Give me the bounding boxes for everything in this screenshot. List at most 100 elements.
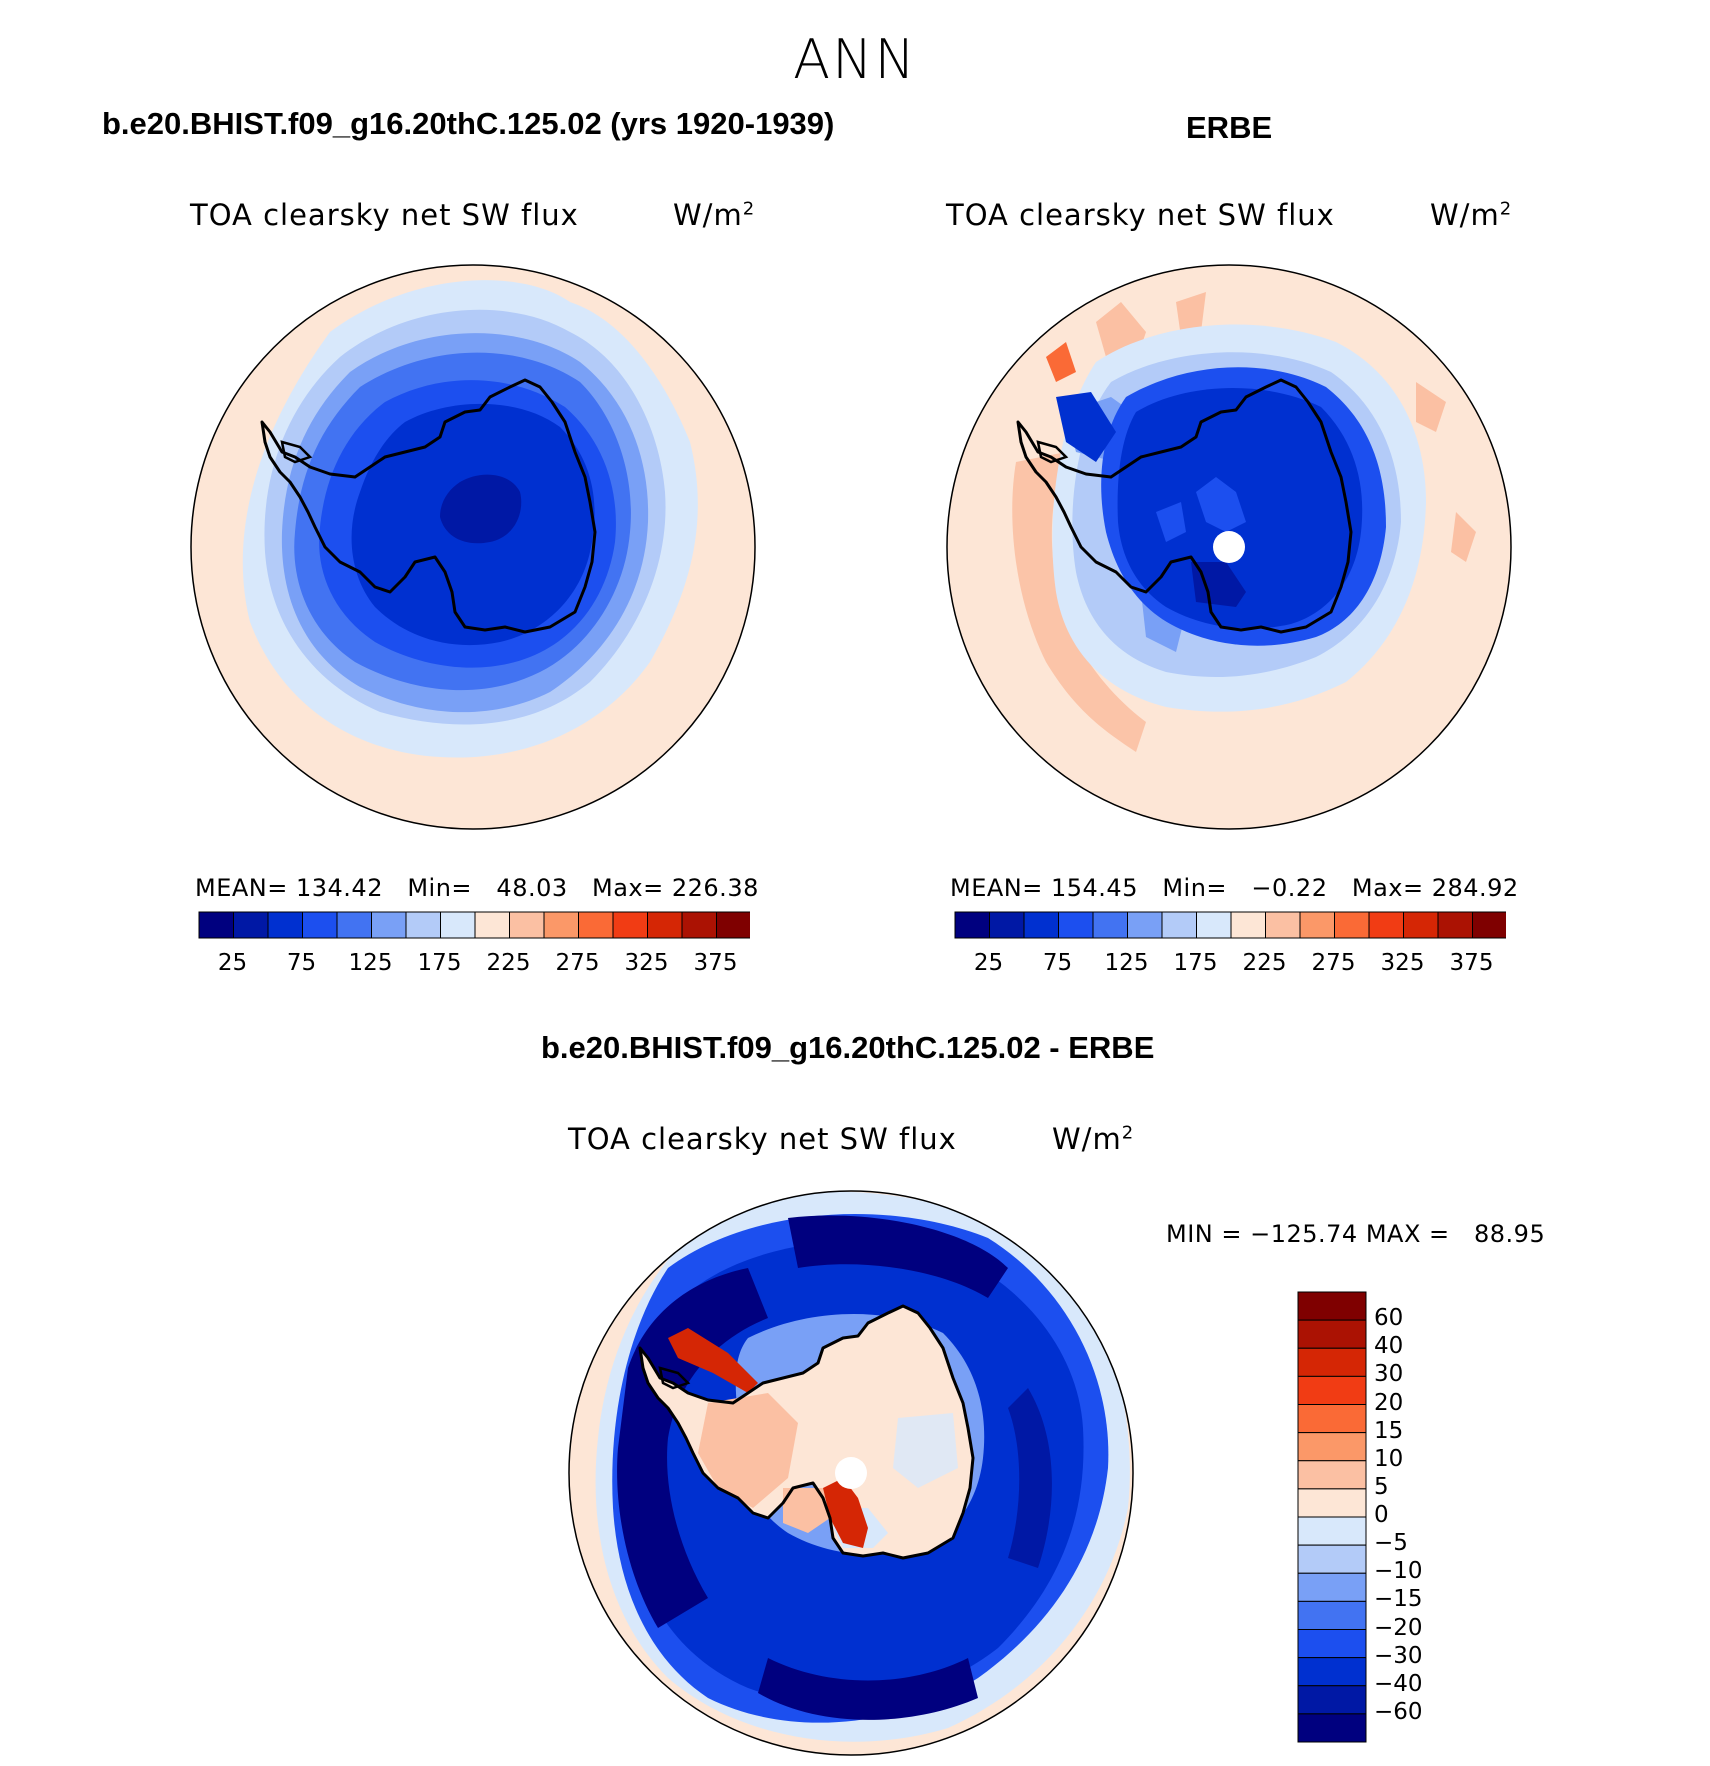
colorbar-swatch [1297,1319,1367,1349]
colorbar-tick-label: 375 [693,950,738,976]
colorbar-swatch [1334,911,1370,939]
colorbar-swatch [1297,1516,1367,1546]
colorbar-tick-label: 225 [1242,950,1287,976]
panel3-title: b.e20.BHIST.f09_g16.20thC.125.02 - ERBE [541,1030,1155,1065]
colorbar-tick-label: 0 [1374,1502,1389,1528]
panel3-polar-map [568,1190,1134,1756]
panel1-stats: MEAN= 134.42 Min= 48.03 Max= 226.38 [195,874,759,902]
colorbar-swatch [716,911,750,939]
panel1-units: W/m2 [673,198,755,232]
colorbar-swatch [1127,911,1163,939]
colorbar-swatch [1403,911,1439,939]
panel1-units-sup: 2 [742,198,756,220]
panel1-variable: TOA clearsky net SW flux [190,198,579,232]
colorbar-swatch [1265,911,1301,939]
colorbar-tick-label: −20 [1374,1614,1423,1641]
colorbar-tick-label: 125 [1104,950,1149,976]
colorbar-tick-label: 325 [624,950,669,976]
colorbar-tick-label: −5 [1374,1530,1408,1557]
colorbar-swatch [543,911,579,939]
panel3-variable: TOA clearsky net SW flux [568,1122,957,1156]
panel1-colorbar-ticks: 25 75 125 175 225 275 325 375 [198,950,750,980]
panel3-stats: MIN = −125.74 MAX = 88.95 [1166,1220,1546,1248]
colorbar-swatch [1297,1404,1367,1434]
colorbar-swatch [509,911,545,939]
colorbar-swatch [1297,1544,1367,1574]
colorbar-swatch [1472,911,1506,939]
colorbar-swatch [1230,911,1266,939]
colorbar-tick-label: 275 [1311,950,1356,976]
colorbar-swatch [1297,1375,1367,1405]
panel3-colorbar [1297,1291,1367,1743]
colorbar-tick-label: 325 [1380,950,1425,976]
panel2-stats: MEAN= 154.45 Min= −0.22 Max= 284.92 [950,874,1519,902]
colorbar-swatch [233,911,269,939]
panel2-colorbar [954,911,1506,939]
colorbar-swatch [1297,1600,1367,1630]
colorbar-swatch [578,911,614,939]
colorbar-tick-label: 20 [1374,1389,1404,1416]
colorbar-swatch [1297,1347,1367,1377]
panel3-units-sup: 2 [1121,1122,1135,1144]
colorbar-tick-label: 30 [1374,1361,1404,1388]
colorbar-tick-label: −30 [1374,1642,1423,1669]
colorbar-swatch [474,911,510,939]
panel2-units: W/m2 [1430,198,1512,232]
colorbar-swatch [681,911,717,939]
colorbar-swatch [1437,911,1473,939]
colorbar-tick-label: 40 [1374,1333,1404,1360]
panel2-polar-map [946,264,1512,830]
colorbar-swatch [1297,1488,1367,1518]
colorbar-tick-label: 25 [217,950,248,976]
pole-hole-icon [1213,531,1245,563]
colorbar-tick-label: 5 [1374,1473,1389,1500]
panel1-units-text: W/m [673,198,743,232]
colorbar-swatch [1297,1432,1367,1462]
colorbar-swatch [954,911,990,939]
colorbar-swatch [1092,911,1128,939]
colorbar-tick-label: 25 [973,950,1004,976]
panel1-contours [191,265,755,829]
panel2-variable: TOA clearsky net SW flux [946,198,1335,232]
colorbar-swatch [440,911,476,939]
colorbar-swatch [371,911,407,939]
colorbar-tick-label: 125 [348,950,393,976]
colorbar-swatch [198,911,234,939]
panel2-title: ERBE [1186,110,1273,145]
panel2-contours [947,265,1511,829]
colorbar-swatch [989,911,1025,939]
panel3-colorbar-ticks: 60 40 30 20 15 10 5 0 −5 −10 −15 −20 −30 −40 −60 [1372,1290,1472,1744]
colorbar-tick-label: 375 [1449,950,1494,976]
colorbar-tick-label: 10 [1374,1445,1404,1472]
colorbar-swatch [1058,911,1094,939]
colorbar-tick-label: 175 [1173,950,1218,976]
colorbar-tick-label: 175 [417,950,462,976]
colorbar-tick-label: 15 [1374,1417,1404,1444]
colorbar-tick-label: 75 [1042,950,1073,976]
colorbar-tick-label: 75 [286,950,317,976]
panel1-polar-map [190,264,756,830]
colorbar-swatch [1297,1629,1367,1659]
colorbar-tick-label: −10 [1374,1558,1423,1585]
colorbar-swatch [1297,1572,1367,1602]
colorbar-swatch [1297,1657,1367,1687]
colorbar-swatch [1196,911,1232,939]
colorbar-swatch [1297,1291,1367,1321]
colorbar-swatch [1023,911,1059,939]
pole-hole-icon-diff [835,1457,867,1489]
page-title: ANN [793,28,917,91]
colorbar-tick-label: 60 [1374,1305,1404,1332]
colorbar-tick-label: −60 [1374,1698,1423,1725]
panel1-title: b.e20.BHIST.f09_g16.20thC.125.02 (yrs 19… [102,106,835,141]
colorbar-swatch [612,911,648,939]
colorbar-swatch [267,911,303,939]
panel1-colorbar [198,911,750,939]
colorbar-swatch [405,911,441,939]
colorbar-swatch [1161,911,1197,939]
colorbar-swatch [1297,1685,1367,1715]
panel2-colorbar-ticks: 25 75 125 175 225 275 325 375 [954,950,1506,980]
colorbar-swatch [302,911,338,939]
colorbar-tick-label: 225 [486,950,531,976]
panel2-units-text: W/m [1430,198,1500,232]
colorbar-swatch [336,911,372,939]
